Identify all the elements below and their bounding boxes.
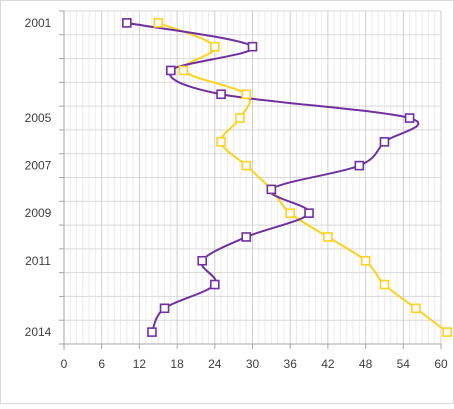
data-point-series-2 <box>153 18 164 28</box>
x-tick-label: 54 <box>397 357 411 371</box>
data-point-series-2 <box>241 89 252 100</box>
x-tick-label: 24 <box>208 357 222 371</box>
x-tick-label: 60 <box>434 357 448 371</box>
data-point-series-1 <box>354 160 365 171</box>
x-tick-label: 36 <box>284 357 298 371</box>
data-point-series-1 <box>166 65 176 76</box>
data-point-series-1 <box>266 184 277 195</box>
data-point-series-2 <box>285 208 296 218</box>
category-label: 2011 <box>25 254 51 268</box>
category-label: 2007 <box>25 159 52 173</box>
category-label: 2014 <box>25 325 52 339</box>
data-point-series-1 <box>379 137 390 147</box>
category-label: 2009 <box>25 206 52 220</box>
x-tick-label: 12 <box>133 357 147 371</box>
axes <box>59 10 442 350</box>
category-label: 2005 <box>25 111 52 125</box>
x-tick-label: 42 <box>321 357 335 371</box>
data-point-series-1 <box>404 113 415 123</box>
data-point-series-2 <box>323 232 333 242</box>
data-point-series-1 <box>216 89 226 100</box>
x-tick-labels: 0 6 12 18 24 30 36 42 48 54 60 <box>61 357 448 371</box>
data-point-series-1 <box>241 232 252 242</box>
data-point-series-2 <box>442 327 453 337</box>
x-tick-label: 18 <box>170 357 184 371</box>
x-tick-label: 6 <box>98 357 105 371</box>
data-point-series-2 <box>216 137 226 147</box>
data-point-series-1 <box>304 208 314 218</box>
data-point-series-2 <box>178 65 189 76</box>
data-point-series-1 <box>159 303 170 314</box>
data-point-series-2 <box>360 255 371 266</box>
x-tick-label: 30 <box>246 357 260 371</box>
data-point-series-2 <box>379 279 390 290</box>
series-markers <box>122 18 453 337</box>
data-point-series-2 <box>235 113 245 123</box>
data-point-series-1 <box>197 255 208 266</box>
y-tick-labels: 2001 2005 2007 2009 2011 2014 <box>25 16 52 339</box>
x-tick-label: 0 <box>61 357 68 371</box>
data-point-series-2 <box>411 303 421 314</box>
category-label: 2001 <box>25 16 52 30</box>
data-point-series-2 <box>241 160 252 171</box>
data-point-series-1 <box>122 18 132 28</box>
data-point-series-1 <box>247 41 258 52</box>
data-point-series-1 <box>210 279 220 290</box>
data-point-series-2 <box>210 41 220 52</box>
grid-major <box>64 10 442 345</box>
data-point-series-1 <box>147 327 157 337</box>
x-tick-label: 48 <box>359 357 373 371</box>
